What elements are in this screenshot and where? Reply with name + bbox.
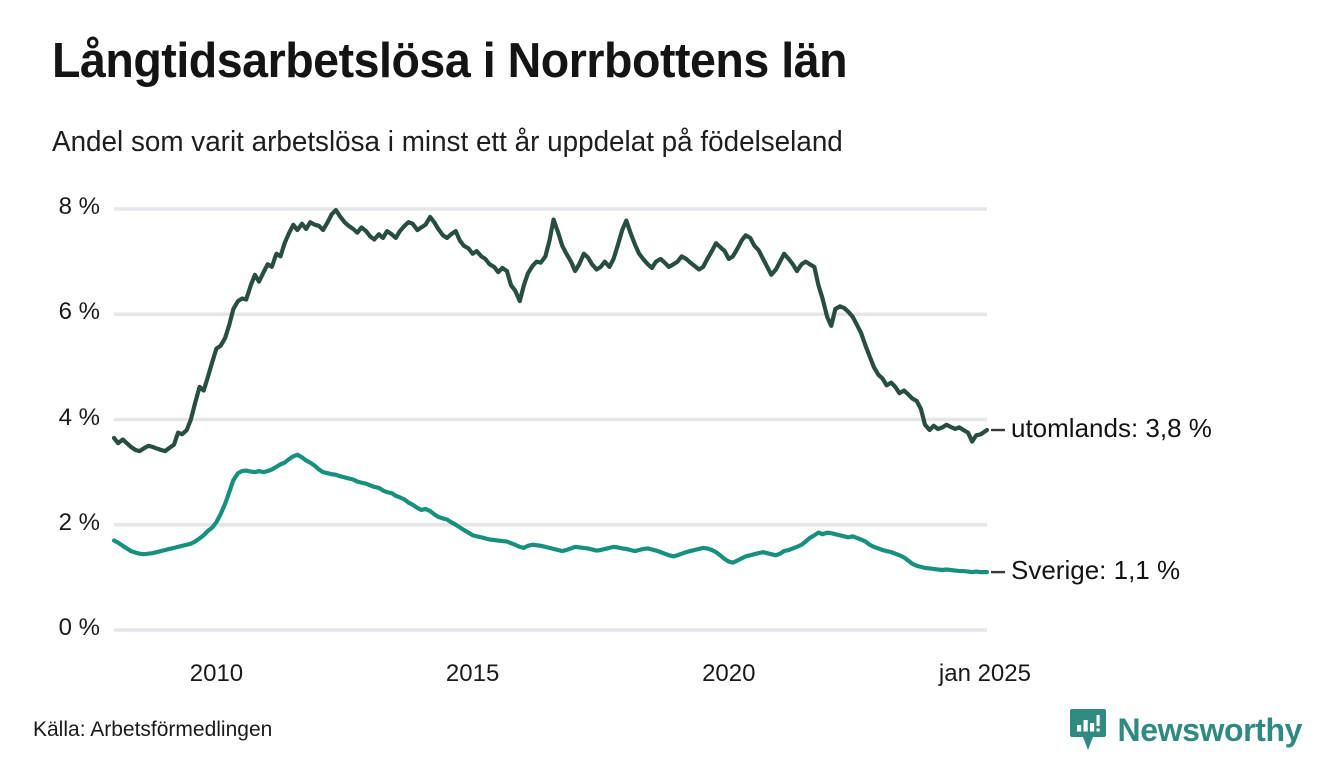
series-line-sverige [111,452,990,575]
chart-gridlines [114,207,987,632]
page-subtitle: Andel som varit arbetslösa i minst ett å… [52,126,843,158]
series-label-sverige: Sverige: 1,1 % [1011,555,1181,586]
y-axis-tick-label: 2 % [58,508,100,536]
x-axis-tick-label: 2020 [702,660,756,687]
newsworthy-logo[interactable]: Newsworthy [1069,708,1303,752]
chart-series-lines [111,207,990,575]
x-axis-tick-label: 2010 [189,660,244,687]
series-line-utomlands [111,207,990,454]
y-axis-tick-label: 0 % [58,614,100,641]
y-axis-tick-label: 6 % [58,298,100,326]
source-note: Källa: Arbetsförmedlingen [33,718,273,741]
x-axis-tick-label: jan 2025 [938,660,1031,687]
y-axis-tick-label: 4 % [58,403,100,431]
page-title: Långtidsarbetslösa i Norrbottens län [52,34,848,88]
logo-wordmark: Newsworthy [1117,712,1303,748]
chart-label-connectors [991,428,1005,574]
bar-chart-speech-bubble-icon [1069,708,1107,752]
y-axis-tick-label: 8 % [58,193,100,220]
series-label-utomlands: utomlands: 3,8 % [1011,413,1212,444]
x-axis-tick-label: 2015 [445,660,500,687]
